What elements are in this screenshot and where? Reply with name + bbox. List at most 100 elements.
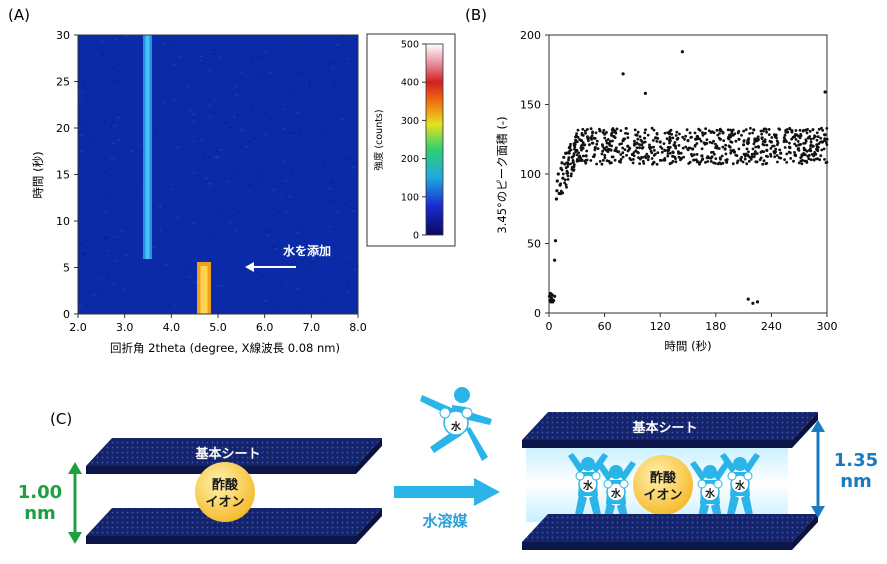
scatter-point	[769, 147, 773, 150]
heatmap-noise-cell	[217, 255, 221, 257]
scatter-y-tick-label: 0	[534, 307, 541, 320]
heatmap-noise-cell	[310, 298, 314, 300]
scatter-point	[808, 135, 812, 138]
scatter-point	[668, 145, 672, 149]
scatter-point	[726, 137, 730, 140]
scatter-point	[761, 162, 765, 166]
scatter-point	[563, 178, 567, 182]
heatmap-noise-cell	[350, 108, 354, 110]
scatter-point	[621, 155, 625, 159]
scatter-point	[698, 137, 702, 141]
scatter-point	[611, 139, 614, 143]
left-ion-label-line2: イオン	[205, 495, 244, 510]
scatter-point	[650, 157, 654, 160]
scatter-point	[565, 185, 568, 189]
scatter-point	[650, 151, 654, 155]
scatter-point	[759, 150, 763, 154]
heatmap-y-tick-label: 20	[56, 122, 70, 135]
scatter-point	[636, 130, 640, 134]
heatmap-noise-cell	[247, 141, 250, 143]
scatter-point	[752, 142, 756, 146]
scatter-point	[633, 128, 637, 132]
scatter-point	[632, 154, 636, 158]
scatter-point	[783, 133, 787, 137]
scatter-point	[650, 126, 654, 130]
scatter-x-tick-label: 0	[546, 320, 553, 333]
scatter-point	[809, 149, 813, 153]
scatter-point	[760, 137, 764, 141]
scatter-point	[820, 126, 823, 130]
heatmap-noise-cell	[341, 35, 345, 37]
scatter-point	[783, 139, 786, 143]
scatter-point	[802, 142, 805, 145]
scatter-point	[815, 131, 819, 135]
scatter-point	[663, 131, 667, 135]
heatmap-y-tick-label: 0	[63, 308, 70, 321]
heatmap-noise-cell	[283, 180, 287, 182]
heatmap-noise-cell	[308, 84, 311, 86]
scatter-point	[655, 162, 659, 166]
heatmap-noise-cell	[115, 80, 119, 82]
scatter-point	[622, 137, 626, 141]
scatter-point	[563, 162, 567, 166]
heatmap-noise-cell	[287, 41, 290, 44]
scatter-point	[752, 128, 756, 132]
scatter-point	[751, 147, 755, 151]
heatmap-noise-cell	[127, 54, 130, 56]
heatmap-noise-cell	[322, 164, 326, 167]
scatter-point	[662, 142, 666, 146]
heatmap-noise-cell	[266, 230, 270, 232]
scatter-point	[580, 132, 584, 135]
scatter-point	[575, 132, 578, 136]
scatter-point	[823, 90, 827, 94]
scatter-point	[753, 152, 756, 156]
scatter-point	[799, 156, 803, 160]
heatmap-noise-cell	[176, 216, 180, 219]
scatter-point	[584, 158, 588, 162]
heatmap-noise-cell	[342, 124, 346, 127]
heatmap-noise-cell	[117, 139, 121, 141]
heatmap-noise-cell	[200, 59, 204, 62]
scatter-point	[718, 156, 722, 160]
heatmap-noise-cell	[224, 121, 228, 124]
scatter-point	[815, 147, 818, 151]
heatmap-noise-cell	[279, 63, 283, 65]
scatter-point	[697, 127, 701, 131]
heatmap-noise-cell	[100, 290, 104, 293]
scatter-point	[754, 138, 758, 142]
heatmap-noise-cell	[152, 246, 156, 249]
scatter-point	[820, 148, 824, 152]
heatmap-noise-cell	[104, 210, 108, 213]
scatter-point	[567, 158, 570, 162]
heatmap-noise-cell	[252, 137, 256, 139]
scatter-point	[653, 149, 656, 152]
scatter-point	[595, 162, 598, 166]
scatter-point	[716, 133, 720, 137]
scatter-point	[609, 148, 613, 152]
heatmap-noise-cell	[82, 253, 86, 255]
heatmap-noise-cell	[199, 139, 203, 141]
heatmap-noise-cell	[192, 140, 196, 143]
scatter-point	[680, 50, 685, 54]
scatter-point	[586, 127, 589, 131]
scatter-point	[751, 301, 755, 305]
heatmap-noise-cell	[345, 255, 349, 257]
heatmap-noise-cell	[202, 156, 206, 158]
heatmap-noise-cell	[165, 263, 169, 266]
scatter-point	[785, 140, 788, 144]
heatmap-noise-cell	[162, 43, 166, 45]
scatter-point	[666, 152, 670, 155]
heatmap-noise-cell	[262, 229, 266, 231]
scatter-point	[570, 172, 573, 176]
right-sheet-label: 基本シート	[631, 420, 697, 436]
heatmap-noise-cell	[214, 98, 218, 100]
scatter-point	[799, 159, 803, 163]
scatter-point	[805, 131, 809, 135]
scatter-point	[604, 148, 608, 152]
scatter-point	[815, 143, 819, 147]
scatter-point	[745, 147, 749, 151]
scatter-point	[788, 141, 791, 145]
scatter-point	[569, 174, 573, 178]
scatter-point	[671, 155, 674, 158]
scatter-point	[798, 128, 802, 132]
